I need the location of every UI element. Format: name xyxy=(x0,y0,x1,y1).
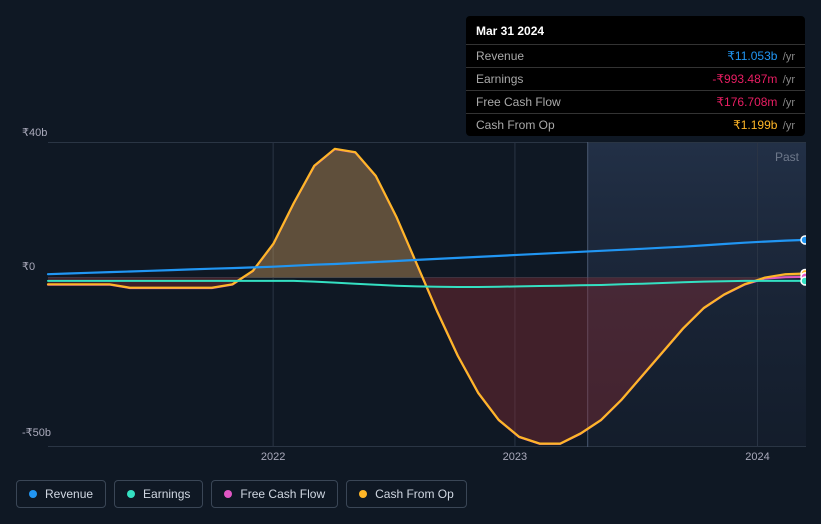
y-axis-label-top: ₹40b xyxy=(22,126,47,139)
legend-dot-icon xyxy=(127,490,135,498)
legend-label: Revenue xyxy=(45,487,93,501)
legend-label: Earnings xyxy=(143,487,190,501)
tooltip-unit: /yr xyxy=(783,97,795,109)
tooltip-row: Earnings -₹993.487m /yr xyxy=(466,67,805,90)
tooltip-row: Revenue ₹11.053b /yr xyxy=(466,44,805,67)
legend-dot-icon xyxy=(359,490,367,498)
tooltip-label: Free Cash Flow xyxy=(476,95,561,109)
tooltip-value-wrap: -₹993.487m /yr xyxy=(712,72,795,86)
tooltip-unit: /yr xyxy=(783,51,795,63)
chart-plot[interactable] xyxy=(16,142,806,447)
tooltip-row: Cash From Op ₹1.199b /yr xyxy=(466,113,805,136)
legend-item-free-cash-flow[interactable]: Free Cash Flow xyxy=(211,480,338,508)
legend: Revenue Earnings Free Cash Flow Cash Fro… xyxy=(16,480,467,508)
chart-svg xyxy=(16,142,806,447)
tooltip-date: Mar 31 2024 xyxy=(466,16,805,44)
tooltip-unit: /yr xyxy=(783,74,795,86)
legend-dot-icon xyxy=(224,490,232,498)
tooltip-value-wrap: ₹176.708m /yr xyxy=(716,95,795,109)
x-axis-label: 2023 xyxy=(503,451,527,463)
chart-container: Mar 31 2024 Revenue ₹11.053b /yr Earning… xyxy=(0,0,821,524)
tooltip-value: ₹1.199b xyxy=(733,118,777,132)
x-axis-label: 2022 xyxy=(261,451,285,463)
legend-item-cash-from-op[interactable]: Cash From Op xyxy=(346,480,467,508)
legend-item-earnings[interactable]: Earnings xyxy=(114,480,203,508)
tooltip-label: Revenue xyxy=(476,49,524,63)
tooltip-value-wrap: ₹11.053b /yr xyxy=(727,49,795,63)
tooltip-value: ₹176.708m xyxy=(716,95,777,109)
tooltip-value: -₹993.487m xyxy=(712,72,777,86)
tooltip-value: ₹11.053b xyxy=(727,49,777,63)
tooltip-value-wrap: ₹1.199b /yr xyxy=(733,118,795,132)
legend-label: Free Cash Flow xyxy=(240,487,325,501)
tooltip-label: Cash From Op xyxy=(476,118,555,132)
x-axis-label: 2024 xyxy=(745,451,769,463)
legend-item-revenue[interactable]: Revenue xyxy=(16,480,106,508)
legend-label: Cash From Op xyxy=(375,487,454,501)
tooltip-label: Earnings xyxy=(476,72,523,86)
tooltip-row: Free Cash Flow ₹176.708m /yr xyxy=(466,90,805,113)
legend-dot-icon xyxy=(29,490,37,498)
tooltip-unit: /yr xyxy=(783,120,795,132)
data-tooltip: Mar 31 2024 Revenue ₹11.053b /yr Earning… xyxy=(466,16,805,136)
